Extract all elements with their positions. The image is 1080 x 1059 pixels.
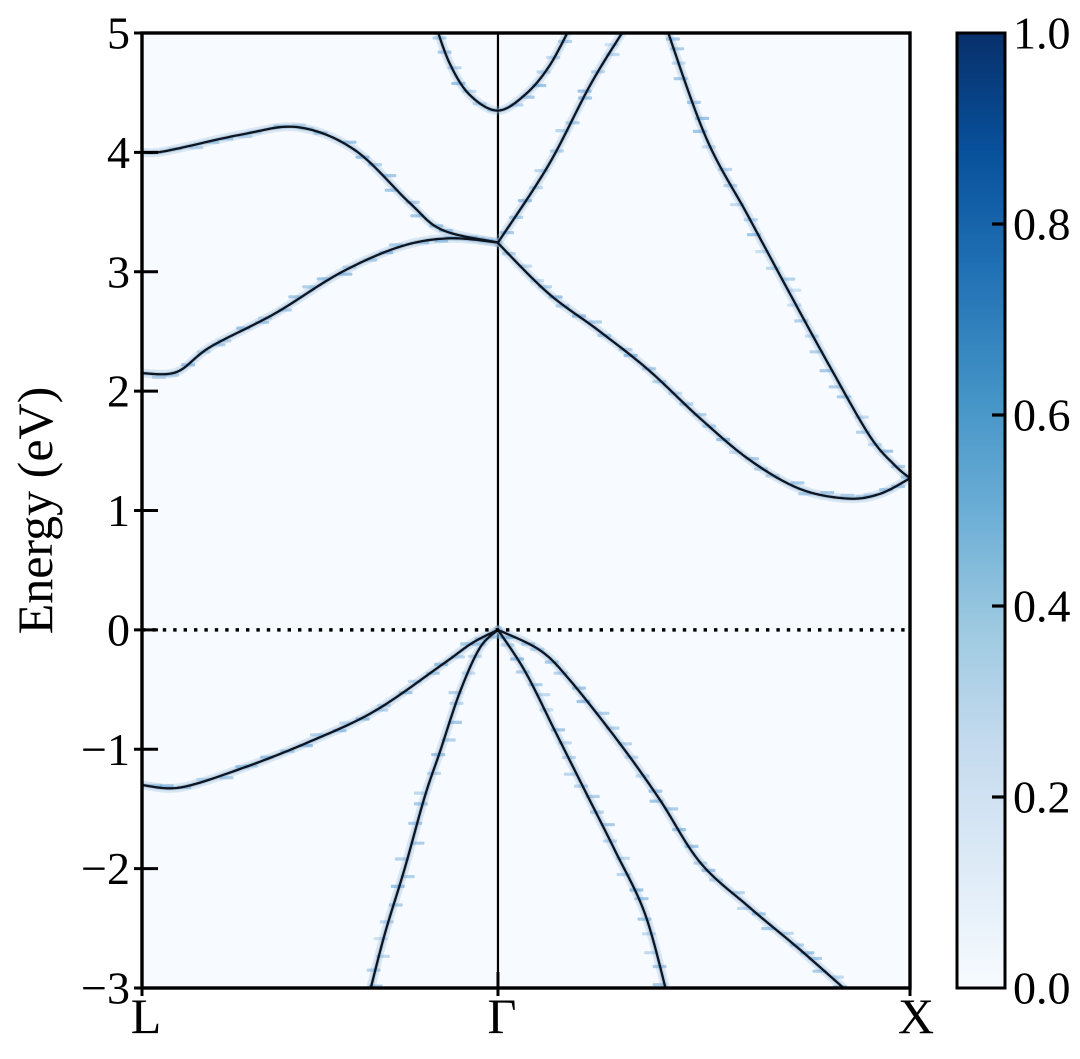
plot-background [142,33,910,988]
band-line-conduction-Gamma2-parabola [437,33,569,112]
colorbar-axis: 1.0 0.8 0.6 0.4 0.2 0.0 [992,8,1071,1014]
y-tick-label: −1 [81,724,130,775]
bands-layer [142,33,910,988]
colorbar-frame [955,31,1007,990]
band-line-conduction-steep-rising-Delta2 [496,33,624,244]
y-tick-label: 4 [107,127,130,178]
y-tick-label: 0 [107,604,130,655]
band-line-valence-steep-Delta [496,628,667,988]
band-line-conduction-L1-to-Gamma15 [142,237,500,376]
y-tick-label: 1 [107,485,130,536]
colorbar-tick-label: 0.0 [1013,963,1071,1014]
x-tick-label-Gamma: Γ [488,988,517,1044]
y-axis: 5 4 3 2 1 0 −1 −2 −3 [81,8,158,1014]
colorbar-tick-label: 0.8 [1013,199,1071,250]
y-tick-label: 3 [107,246,130,297]
band-line-valence-heavy-Gamma-X [496,628,846,988]
band-line-valence-steep-Lambda1 [369,628,500,988]
band-line-valence-heavy-L-Gamma [142,628,500,790]
y-tick-label: 5 [107,8,130,59]
colorbar-tick-label: 1.0 [1013,8,1071,59]
y-tick-label: −3 [81,963,130,1014]
band-line-conduction-L3-to-Gamma15 [142,125,500,244]
band-line-conduction-Delta1-CBM [496,241,910,500]
y-axis-title: Energy (eV) [7,387,63,635]
band-line-conduction-upper-descending-to-X [667,33,910,480]
x-tick-label-L: L [131,988,162,1044]
x-tick-label-X: X [898,988,934,1044]
y-tick-label: −2 [81,843,130,894]
colorbar-tick-label: 0.6 [1013,390,1071,441]
colorbar-tick-label: 0.2 [1013,772,1071,823]
y-tick-label: 2 [107,366,130,417]
colorbar-tick-label: 0.4 [1013,581,1071,632]
colorbar-gradient [957,33,1005,988]
